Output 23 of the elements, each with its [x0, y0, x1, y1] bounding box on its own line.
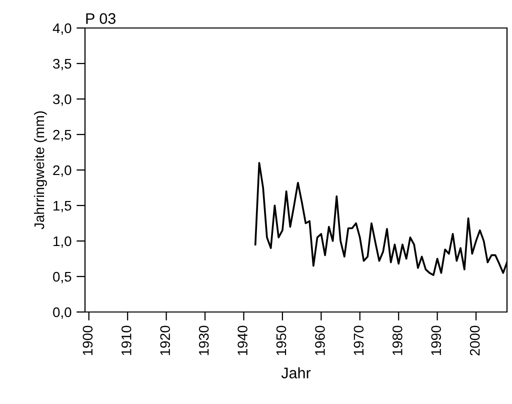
y-tick-label: 4,0 — [52, 23, 72, 35]
x-tick-label: 1930 — [198, 326, 209, 356]
x-tick-label: 2000 — [470, 326, 480, 356]
y-tick-label: 2,5 — [53, 130, 72, 142]
x-tick-label: 1990 — [431, 326, 442, 356]
y-tick-label: 3,5 — [53, 58, 72, 70]
y-tick-label: 0,0 — [53, 307, 72, 319]
x-tick-label: 1910 — [121, 326, 132, 356]
x-tick-label: 1920 — [160, 326, 170, 356]
x-tick-label: 1980 — [392, 326, 402, 356]
y-axis-title: Jahrringweite (mm) — [34, 111, 47, 230]
x-axis-title: Jahr — [281, 367, 311, 378]
x-tick-label: 1940 — [238, 326, 248, 356]
y-tick-label: 1,0 — [54, 236, 72, 248]
y-tick-label: 3,0 — [53, 94, 72, 106]
chart-title: P 03 — [86, 13, 116, 24]
x-tick-label: 1900 — [82, 326, 93, 356]
x-tick-label: 1960 — [315, 326, 325, 356]
y-tick-label: 2,0 — [53, 165, 72, 177]
y-tick-label: 0,5 — [53, 272, 72, 284]
y-tick-label: 1,5 — [54, 200, 72, 212]
x-tick-label: 1950 — [276, 326, 286, 356]
x-tick-label: 1970 — [354, 326, 364, 356]
